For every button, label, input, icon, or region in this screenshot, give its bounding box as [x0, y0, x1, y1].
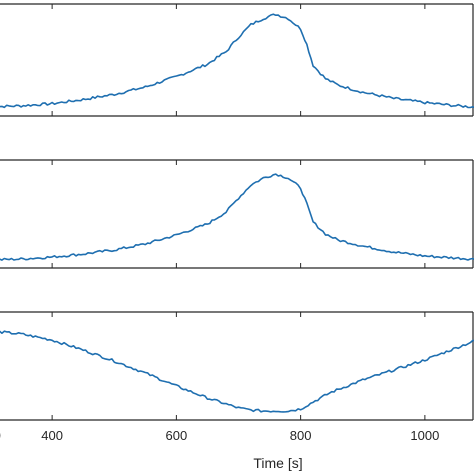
series-line [0, 13, 474, 109]
x-tick-label: 600 [166, 428, 188, 443]
x-axis-label: Time [s] [253, 455, 302, 471]
panel-bottom: 300 400 600 800 1000 [0, 311, 474, 443]
x-tick-label: 300 [0, 428, 1, 443]
x-tick-label: 800 [290, 428, 312, 443]
x-tick-label: 400 [41, 428, 63, 443]
series-line [0, 173, 474, 261]
series-line [0, 330, 474, 413]
panel-top [0, 3, 474, 117]
panel-middle [0, 159, 474, 269]
x-tick-label: 1000 [410, 428, 439, 443]
